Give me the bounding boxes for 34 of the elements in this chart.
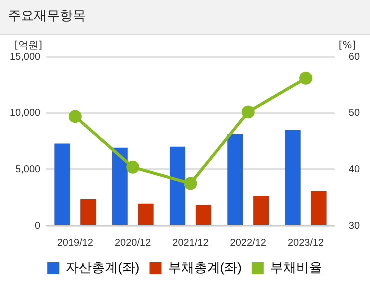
x-tick-label: 2023/12	[288, 238, 325, 249]
legend-label: 부채총계(좌)	[168, 260, 242, 276]
bar	[254, 196, 270, 225]
bar	[112, 148, 128, 225]
x-tick-label: 2021/12	[172, 238, 210, 249]
x-tick-label: 2019/12	[57, 238, 94, 249]
bar	[80, 200, 96, 225]
y-tick-label: 15,000	[10, 52, 42, 63]
legend-label: 부채비율	[270, 260, 322, 276]
y2-tick-label: 40	[348, 164, 360, 176]
point	[126, 160, 140, 174]
y-tick-label: 0	[35, 220, 42, 232]
bar	[170, 146, 186, 225]
bar	[196, 205, 212, 225]
y2-tick-label: 60	[348, 52, 360, 63]
y2-tick-label: 30	[348, 220, 360, 232]
y2-tick-label: 50	[348, 108, 360, 120]
y-axis-title: [억원]	[14, 40, 43, 52]
legend-label: 자산총계(좌)	[66, 260, 140, 276]
point	[242, 106, 255, 119]
y-tick-label: 10,000	[10, 108, 42, 120]
point	[68, 110, 82, 124]
y-tick-label: 5,000	[16, 164, 42, 176]
bar	[285, 130, 301, 225]
x-tick-label: 2020/12	[114, 238, 152, 249]
bar	[228, 134, 244, 225]
y2-axis-title: [%]	[338, 40, 356, 52]
point	[300, 72, 313, 85]
bar	[54, 144, 70, 225]
chart-title: 주요재무항목	[0, 0, 370, 35]
point	[184, 177, 198, 190]
bar	[311, 191, 327, 225]
x-tick-label: 2022/12	[230, 238, 267, 249]
bar	[138, 204, 154, 225]
